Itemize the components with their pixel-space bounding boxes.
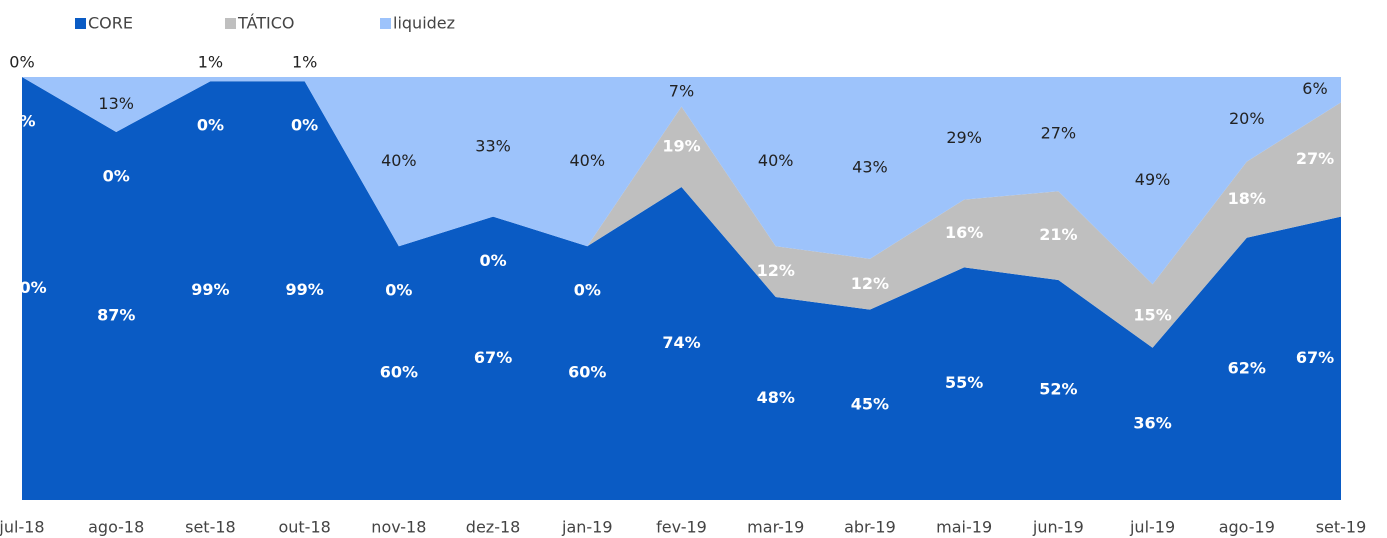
data-label: 18% [1228, 189, 1266, 208]
x-tick-label: jun-19 [1032, 518, 1084, 537]
data-label: 40% [570, 151, 606, 170]
data-label: 0% [385, 281, 412, 300]
area [22, 77, 1341, 500]
data-label: 1% [198, 53, 223, 72]
x-tick-label: jan-19 [561, 518, 613, 537]
data-label: 20% [1229, 109, 1265, 128]
data-label: 6% [1302, 79, 1327, 98]
data-label: 52% [1039, 380, 1077, 399]
data-label: 27% [1296, 149, 1334, 168]
data-label: 1% [292, 53, 317, 72]
data-label: 0% [103, 166, 130, 185]
data-label: 12% [851, 274, 889, 293]
data-label: 67% [1296, 348, 1334, 367]
data-label: 16% [945, 223, 983, 242]
x-tick-label: mar-19 [747, 518, 804, 537]
x-tick-label: nov-18 [371, 518, 426, 537]
x-tick-label: ago-19 [1219, 518, 1275, 537]
data-label: 12% [757, 261, 795, 280]
x-tick-label: fev-19 [656, 518, 707, 537]
data-label: 45% [851, 394, 889, 413]
x-tick-label: out-18 [278, 518, 330, 537]
data-label: 0% [8, 112, 35, 131]
data-label: 67% [474, 348, 512, 367]
legend-label: TÁTICO [237, 14, 295, 33]
data-label: 99% [191, 280, 229, 299]
x-tick-label: jul-18 [0, 518, 45, 537]
data-label: 43% [852, 157, 888, 176]
x-tick-label: abr-19 [844, 518, 896, 537]
data-label: 36% [1133, 413, 1171, 432]
data-label: 13% [98, 94, 134, 113]
data-label: 15% [1133, 305, 1171, 324]
data-label: 29% [946, 128, 982, 147]
data-label: 0% [291, 116, 318, 135]
x-tick-label: set-19 [1316, 518, 1367, 537]
data-label: 87% [97, 305, 135, 324]
data-label: 27% [1041, 124, 1077, 143]
x-tick-label: mai-19 [936, 518, 992, 537]
data-label: 40% [381, 151, 417, 170]
legend-swatch [75, 18, 86, 29]
data-label: 19% [662, 136, 700, 155]
data-label: 21% [1039, 225, 1077, 244]
data-label: 0% [9, 53, 34, 72]
data-label: 0% [574, 281, 601, 300]
x-tick-label: dez-18 [466, 518, 521, 537]
data-label: 60% [568, 363, 606, 382]
data-label: 74% [662, 333, 700, 352]
legend-swatch [225, 18, 236, 29]
legend-label: liquidez [393, 14, 455, 33]
data-label: 48% [757, 388, 795, 407]
area [22, 77, 1341, 285]
data-label: 33% [475, 136, 511, 155]
data-label: 7% [669, 81, 694, 100]
data-label: 62% [1228, 358, 1266, 377]
area [22, 77, 1341, 348]
x-tick-label: ago-18 [88, 518, 144, 537]
legend-swatch [380, 18, 391, 29]
data-label: 49% [1135, 170, 1171, 189]
data-label: 0% [197, 116, 224, 135]
data-label: 0% [479, 251, 506, 270]
x-tick-label: set-18 [185, 518, 236, 537]
x-tick-label: jul-19 [1129, 518, 1175, 537]
data-label: 100% [0, 278, 47, 297]
legend-label: CORE [88, 14, 133, 33]
data-label: 99% [285, 280, 323, 299]
data-label: 40% [758, 151, 794, 170]
data-label: 55% [945, 373, 983, 392]
data-label: 60% [380, 363, 418, 382]
